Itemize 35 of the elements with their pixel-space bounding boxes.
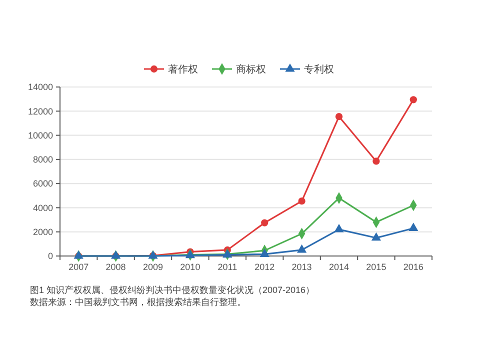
x-tick-label: 2009 — [142, 262, 164, 272]
x-tick-label: 2013 — [292, 262, 312, 272]
y-tick-label: 8000 — [32, 154, 53, 165]
x-tick-label: 2014 — [328, 262, 350, 272]
point — [260, 248, 270, 257]
point — [372, 158, 380, 165]
point — [261, 219, 268, 226]
x-tick-label: 2008 — [106, 262, 126, 272]
y-tick-label: 10000 — [28, 130, 53, 140]
point — [222, 249, 232, 258]
y-tick-label: 6000 — [32, 178, 53, 189]
y-tick-label: 14000 — [28, 82, 53, 92]
point — [410, 96, 417, 104]
y-tick-label: 0 — [48, 251, 53, 262]
x-tick-label: 2015 — [366, 262, 386, 272]
point — [298, 198, 306, 205]
y-tick-label: 4000 — [32, 202, 53, 213]
point — [335, 113, 343, 120]
x-tick-label: 2016 — [403, 262, 424, 272]
x-tick-label: 2007 — [68, 262, 89, 272]
point — [296, 244, 307, 253]
x-tick-label: 2012 — [254, 262, 275, 272]
source-note: 数据来源：中国裁判文书网，根据搜索结果自行整理。 — [30, 297, 246, 307]
x-tick-label: 2010 — [180, 262, 200, 272]
legend-label: 著作权 — [168, 64, 198, 76]
x-tick-label: 2011 — [218, 262, 238, 272]
caption: 图1 知识产权权属、侵权纠纷判决书中侵权数量变化状况（2007-2016） — [30, 285, 315, 295]
legend-label: 商标权 — [236, 64, 266, 76]
y-tick-label: 2000 — [32, 227, 53, 238]
point — [371, 232, 382, 241]
y-tick-label: 12000 — [28, 106, 53, 116]
point — [185, 250, 196, 258]
point — [408, 222, 418, 232]
legend-label: 专利权 — [304, 64, 334, 76]
point — [334, 224, 344, 232]
